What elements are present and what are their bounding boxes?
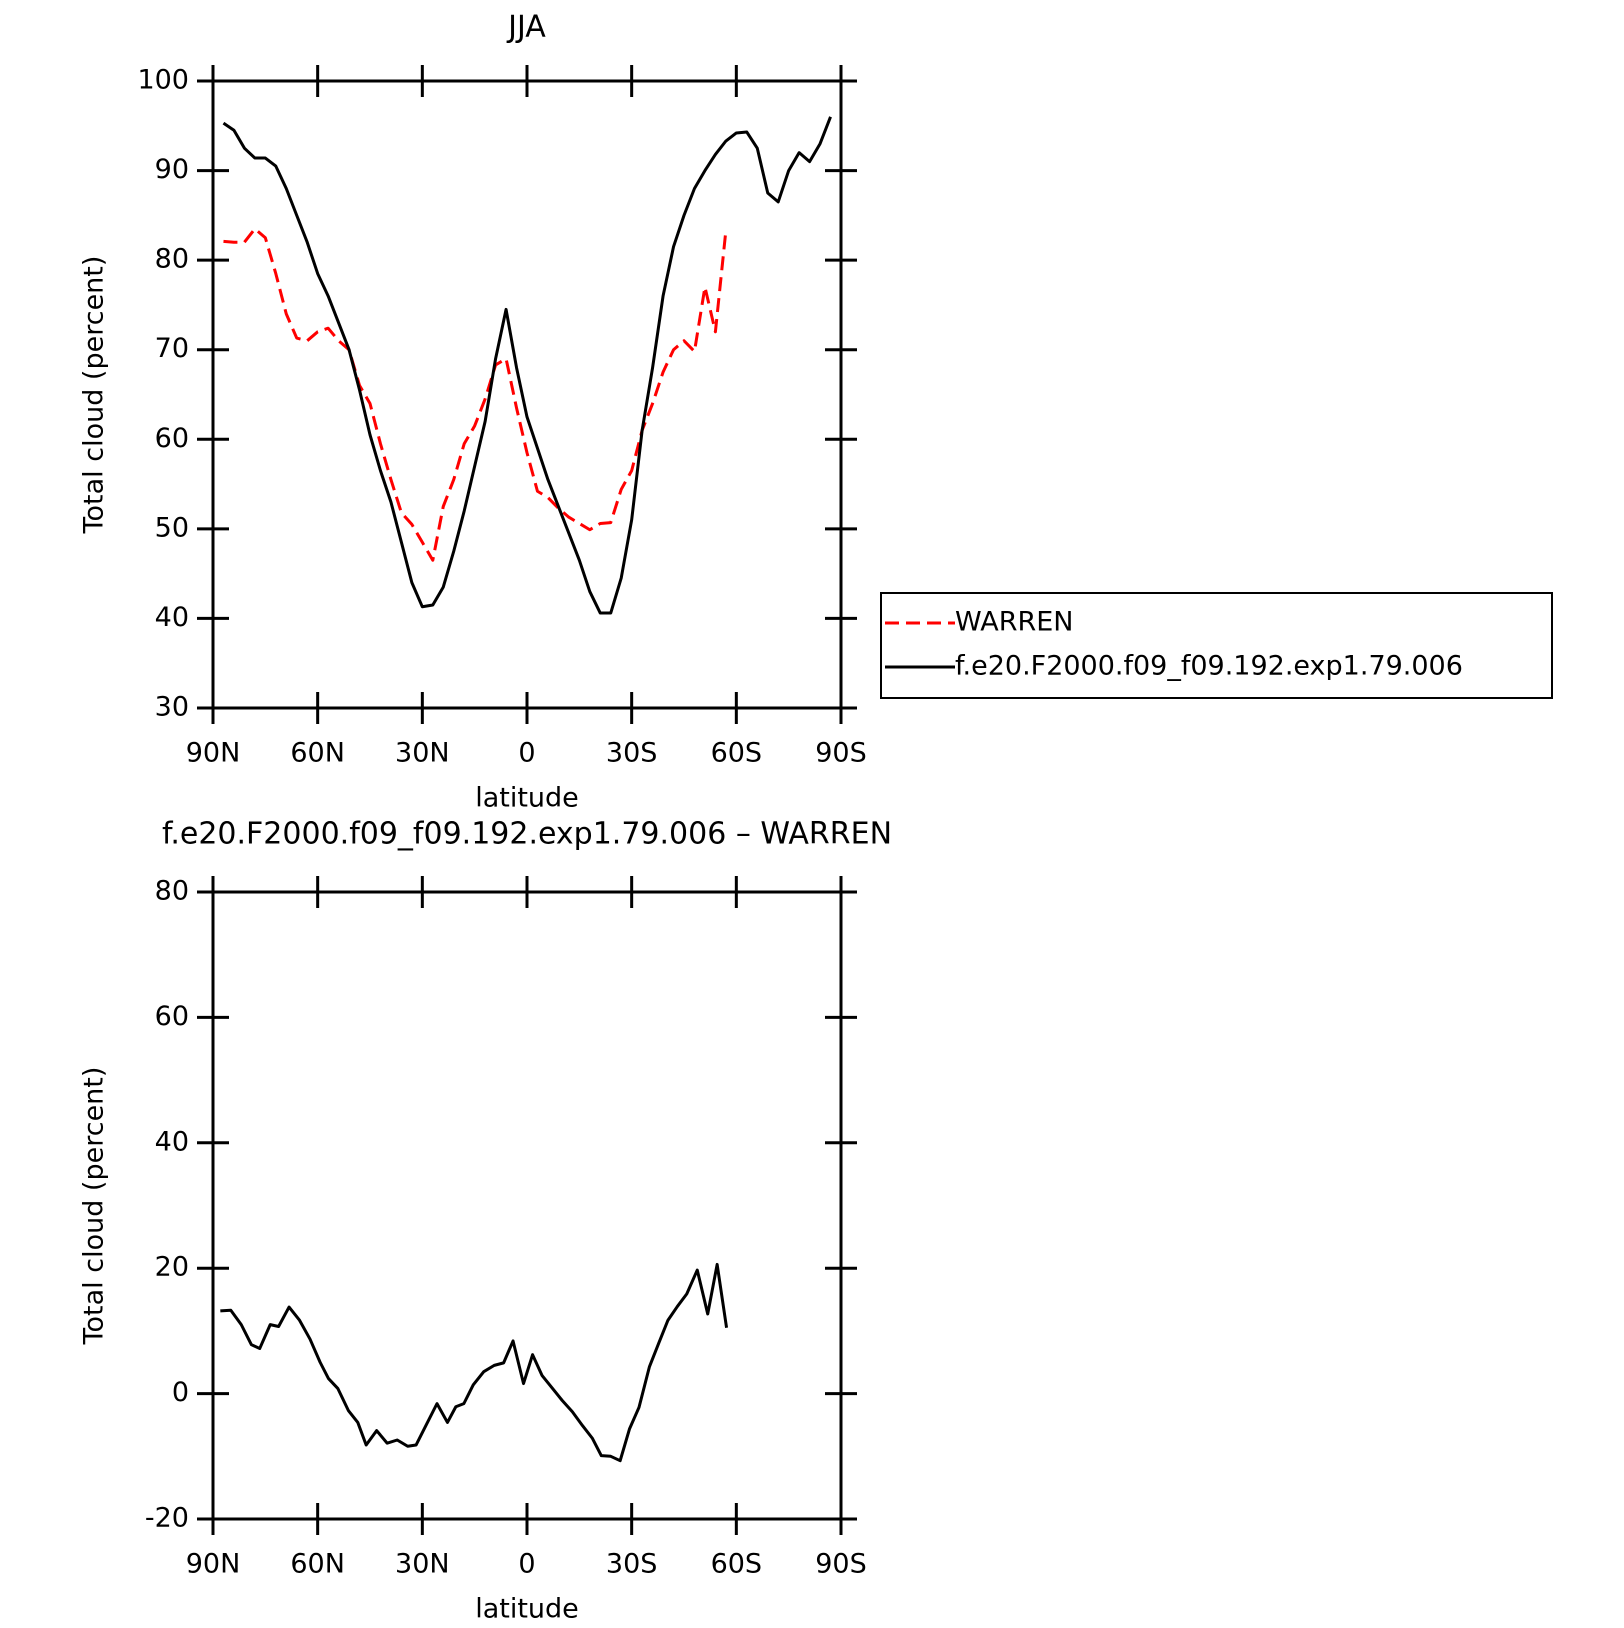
legend-label: f.e20.F2000.f09_f09.192.exp1.79.006 <box>955 651 1463 682</box>
y-tick-label: 60 <box>155 423 189 454</box>
x-tick-label: 0 <box>518 1549 535 1580</box>
legend-box <box>880 592 1553 699</box>
x-tick-label: 60S <box>711 738 763 769</box>
x-tick-label: 90N <box>186 738 241 769</box>
y-tick-label: 70 <box>155 333 189 364</box>
x-tick-label: 90S <box>815 1549 867 1580</box>
x-axis-label: latitude <box>475 1594 579 1625</box>
y-tick-label: 60 <box>155 1001 189 1032</box>
plot-frame <box>211 79 843 710</box>
chart-title: f.e20.F2000.f09_f09.192.exp1.79.006 – WA… <box>162 817 892 852</box>
y-tick-label: 90 <box>155 154 189 185</box>
x-tick-label: 30S <box>606 1549 658 1580</box>
plot-frame <box>211 890 843 1521</box>
y-axis-label: Total cloud (percent) <box>79 256 110 535</box>
y-axis-label: Total cloud (percent) <box>79 1067 110 1346</box>
data-line <box>222 116 832 615</box>
y-tick-label: 30 <box>155 692 189 723</box>
x-axis-label: latitude <box>475 783 579 814</box>
data-line <box>220 1262 729 1463</box>
y-tick-label: 80 <box>155 244 189 275</box>
y-tick-label: 100 <box>137 65 189 96</box>
x-tick-label: 30S <box>606 738 658 769</box>
y-tick-label: 40 <box>155 602 189 633</box>
y-tick-label: -20 <box>145 1503 189 1534</box>
x-tick-label: 60S <box>711 1549 763 1580</box>
chart-title: JJA <box>506 10 546 45</box>
x-tick-label: 0 <box>518 738 535 769</box>
x-tick-label: 30N <box>395 738 450 769</box>
x-tick-label: 60N <box>290 738 345 769</box>
legend-label: WARREN <box>955 607 1073 638</box>
y-tick-label: 50 <box>155 512 189 543</box>
data-line <box>223 227 728 562</box>
x-tick-label: 60N <box>290 1549 345 1580</box>
y-tick-label: 0 <box>172 1377 189 1408</box>
x-tick-label: 90N <box>186 1549 241 1580</box>
x-tick-label: 30N <box>395 1549 450 1580</box>
x-tick-label: 90S <box>815 738 867 769</box>
y-tick-label: 80 <box>155 876 189 907</box>
y-tick-label: 20 <box>155 1252 189 1283</box>
y-tick-label: 40 <box>155 1126 189 1157</box>
